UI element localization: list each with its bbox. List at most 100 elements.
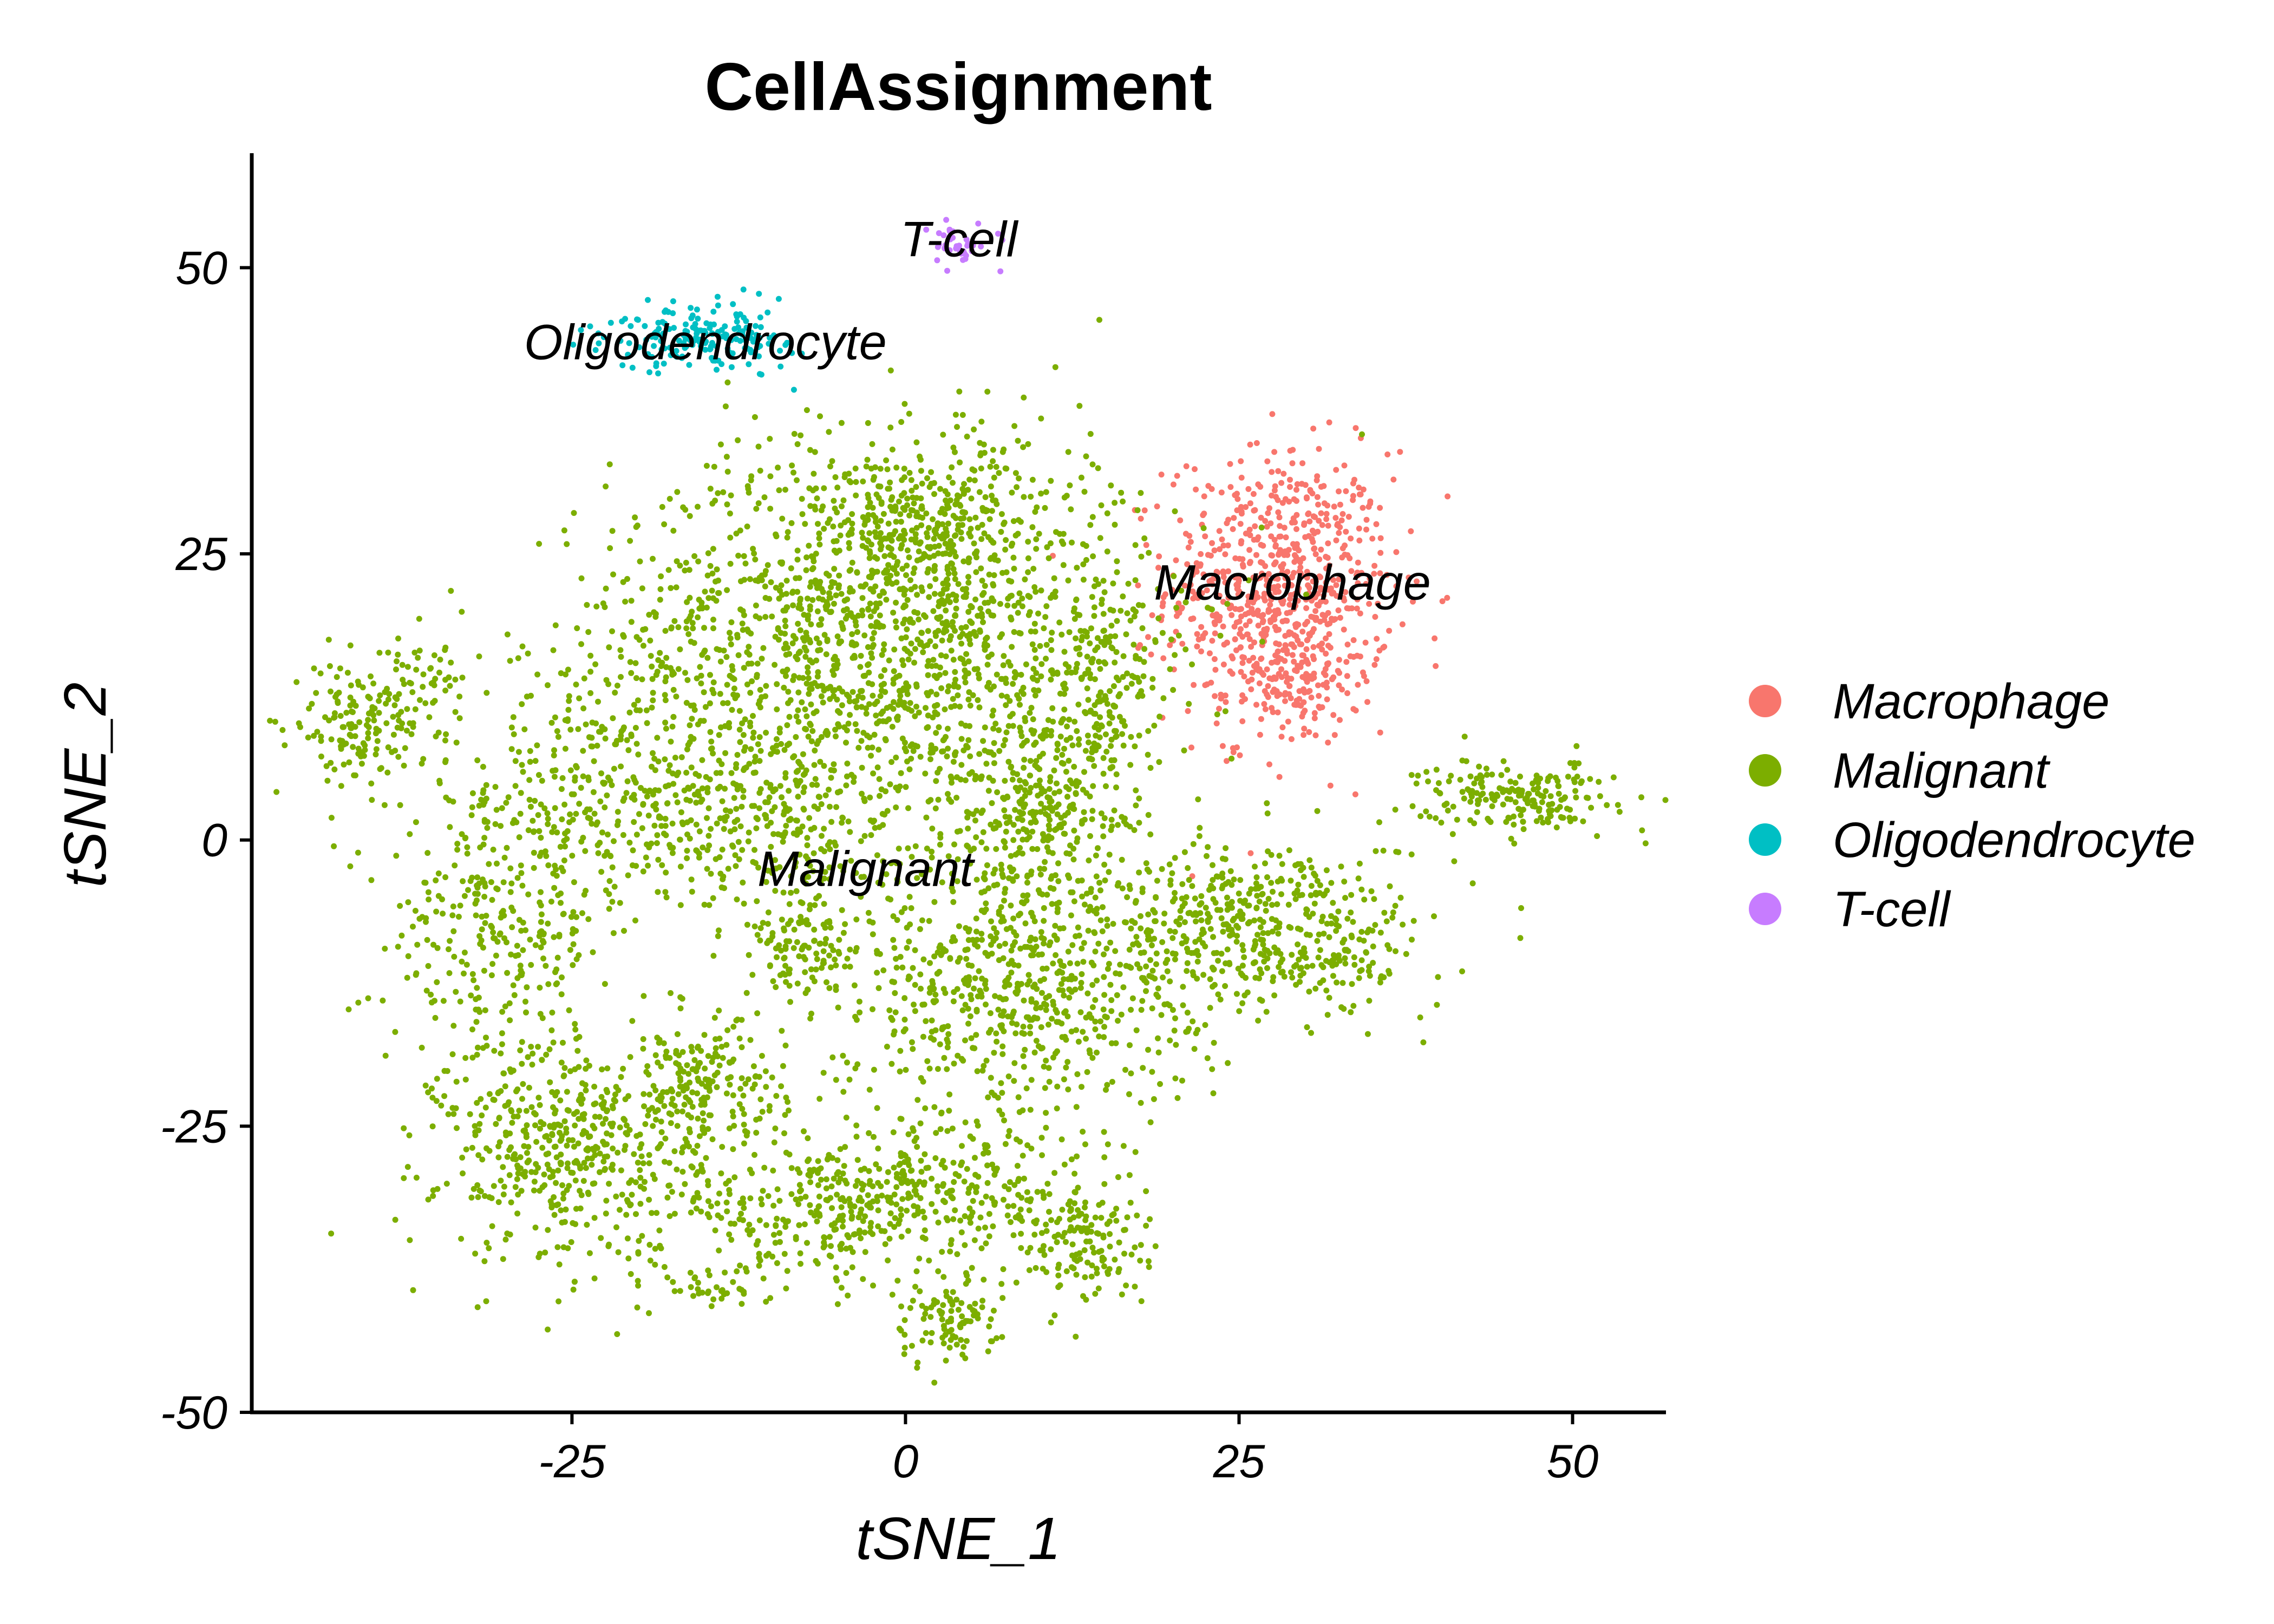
point [1282,658,1288,664]
point [1140,603,1146,609]
point [474,1099,480,1106]
point [1077,985,1084,991]
point [815,1182,821,1188]
point [462,1055,469,1061]
point [495,1199,502,1206]
point [770,1232,777,1238]
point [1100,1006,1107,1013]
point [1246,560,1253,566]
point [1239,698,1245,705]
point [1034,504,1040,510]
point [1127,1200,1134,1206]
point [1213,611,1220,618]
point [888,496,894,503]
point [808,738,815,744]
point [679,996,685,1002]
point [1220,662,1227,667]
point [756,1217,763,1223]
point [720,489,727,495]
point [753,1130,760,1136]
point [1065,577,1071,584]
point [990,708,997,714]
point [591,810,598,817]
point [859,529,865,536]
point [1239,633,1246,640]
point [989,493,995,499]
point [1134,1212,1140,1219]
point [627,538,633,544]
point [1065,948,1071,955]
point [532,942,539,948]
point [1094,1270,1100,1276]
point [481,1193,488,1199]
point [747,576,753,582]
point [844,761,851,767]
point [944,1128,951,1134]
point [978,418,985,425]
point [992,497,999,504]
point [640,1036,646,1042]
point [543,1051,550,1058]
point [750,729,757,736]
point [475,1044,481,1051]
point [1238,540,1244,547]
point [730,1279,736,1285]
point [516,834,522,841]
point [719,1144,726,1150]
point [991,474,997,481]
point [1071,1189,1078,1195]
point [813,708,820,715]
point [826,429,832,435]
point [1258,542,1264,548]
point [855,1214,862,1221]
point [828,584,834,591]
point [729,663,735,669]
point [1209,638,1216,644]
point [1038,661,1045,667]
point [1123,631,1129,638]
point [821,632,828,638]
point [793,1236,799,1242]
point [553,966,560,973]
point [984,1162,990,1169]
point [1310,644,1317,650]
point [805,1171,812,1178]
point [1373,521,1380,527]
point [930,516,936,522]
point [1187,581,1194,588]
point [421,879,428,886]
point [940,1274,947,1280]
point [1127,1042,1133,1049]
point [828,608,834,615]
point [640,643,646,649]
point [1046,1191,1053,1197]
point [1295,598,1301,604]
point [731,1174,738,1181]
point [430,941,436,948]
point [589,1162,595,1168]
point [715,490,721,496]
point [904,547,911,554]
point [913,703,919,710]
point [705,1198,711,1204]
point [889,724,896,730]
point [927,545,933,552]
point [450,1111,457,1117]
point [538,944,544,951]
point [1077,1256,1083,1262]
point [723,654,730,660]
point [984,662,991,668]
point [688,764,695,771]
point [1315,682,1321,689]
point [738,1210,744,1217]
point [949,1125,956,1132]
point [586,734,592,741]
point [423,987,430,994]
point [952,1207,958,1214]
point [1018,1245,1024,1251]
point [1303,591,1309,598]
point [1019,595,1025,602]
point [1155,565,1161,571]
point [414,941,421,948]
point [643,854,649,861]
